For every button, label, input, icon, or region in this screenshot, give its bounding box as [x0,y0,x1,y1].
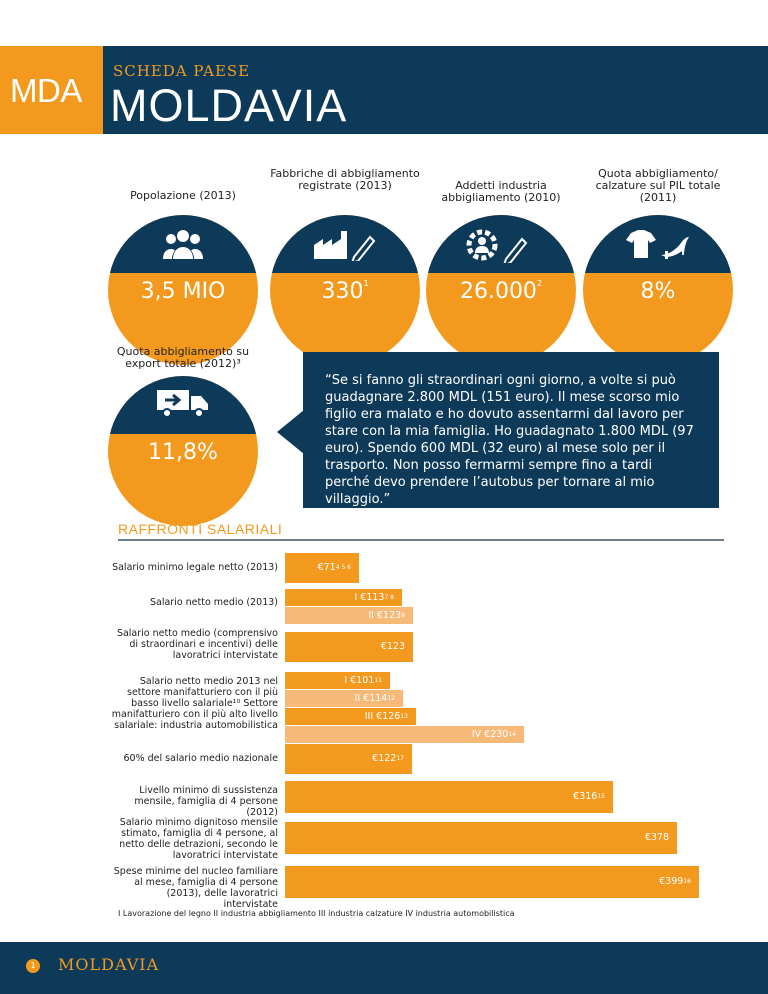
bar-value-label: €39916 [659,876,691,887]
bar-2-0 [285,632,413,662]
stat-value-population: 3,5 MIO [140,279,226,304]
footer-band [0,942,768,994]
bar-value-label: I €1137 8 [354,591,394,603]
stat-value-gdp-share: 8% [640,279,676,304]
bar-3-3 [285,726,524,743]
section-divider [118,539,724,541]
bar-value-label: €378 [644,832,669,843]
stat-value-export-share: 11,8% [148,440,218,465]
page-number: 1 [26,959,40,973]
bar-6-0 [285,822,677,854]
bar-value-label: €714 5 6 [317,562,351,573]
bar-value-label: II €11412 [354,692,395,704]
stat-value-workers: 26.0002 [459,279,543,304]
kicker: SCHEDA PAESE [113,62,251,80]
row-label: Salario minimo legale netto (2013) [112,562,278,573]
row-label: 60% del salario medio nazionale [123,753,279,764]
bar-3-1 [285,690,403,707]
bar-3-2 [285,708,416,725]
bar-value-label: €123 [380,641,405,652]
section-title: RAFFRONTI SALARIALI [118,521,283,537]
stat-value-factories: 3301 [321,279,369,304]
row-label: Spese minime del nucleo familiare al mes… [113,866,278,910]
row-label: Salario minimo dignitoso mensile stimato… [119,817,278,861]
stat-label-export-share: Quota abbigliamento su export totale (20… [116,345,250,370]
row-label: Salario netto medio (2013) [149,597,278,608]
bar-7-0 [285,866,699,898]
bar-5-0 [285,781,613,813]
row-label: Livello minimo di sussistenza mensile, f… [134,785,278,818]
bar-1-0 [285,589,402,606]
bar-0-0 [285,553,359,583]
stat-label-population: Popolazione (2013) [130,189,236,202]
stat-circle-population: 3,5 MIO [108,215,258,365]
header-band [0,46,768,134]
bar-value-label: I €10111 [344,674,382,686]
factory-icon [270,227,420,267]
bar-3-0 [285,672,390,689]
bar-value-label: €31615 [573,791,605,802]
stat-label-gdp-share: Quota abbigliamento/ calzature sul PIL t… [595,167,721,204]
stat-circle-export-share: 11,8% [108,376,258,526]
people-icon [108,227,258,267]
stat-circle-gdp-share: 8% [583,215,733,365]
page-title: MOLDAVIA [110,80,348,131]
worker-gear-icon [426,227,576,269]
bar-value-label: II €1239 [368,609,405,621]
bar-value-label: €12217 [372,753,404,764]
bar-4-0 [285,744,412,774]
worker-quote: “Se si fanno gli straordinari ogni giorn… [303,352,719,508]
quote-pointer [277,410,304,454]
stat-circle-workers: 26.0002 [426,215,576,365]
row-label: Salario netto medio (comprensivo di stra… [116,628,278,661]
stat-label-workers: Addetti industria abbigliamento (2010) [441,179,561,204]
country-code: MDA [10,72,82,109]
stat-label-factories: Fabbriche di abbigliamento registrate (2… [270,167,420,192]
country-code-badge: MDA [0,46,103,134]
chart-footnote: I Lavorazione del legno II industria abb… [118,909,515,918]
bar-value-label: IV €23014 [471,728,516,740]
bar-value-label: III €12613 [364,710,408,722]
stat-circle-factories: 3301 [270,215,420,365]
row-label: Salario netto medio 2013 nel settore man… [111,676,278,731]
truck-icon [108,388,258,424]
bar-1-1 [285,607,413,624]
footer-title: MOLDAVIA [58,955,160,974]
shirt-shoe-icon [583,227,733,267]
